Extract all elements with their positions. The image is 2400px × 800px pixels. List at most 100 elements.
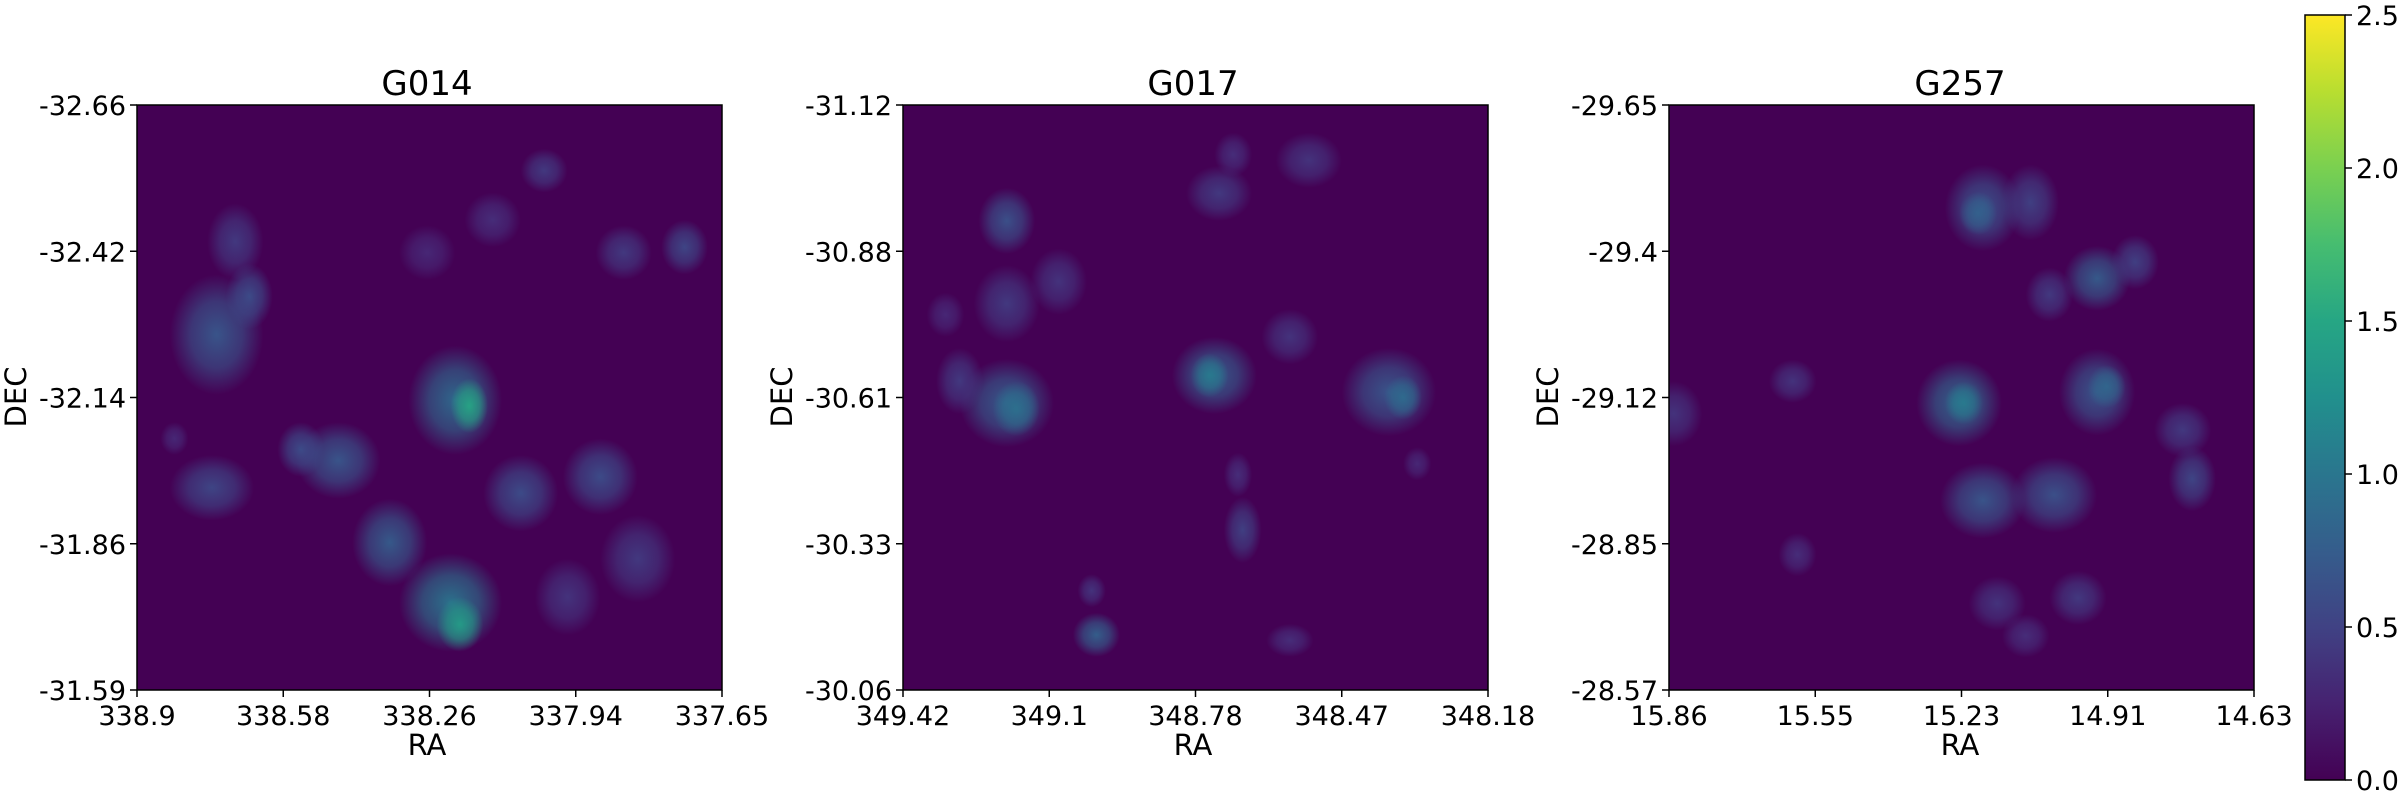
colorbar-tick-label: 0.0 xyxy=(2356,766,2399,797)
density-cluster xyxy=(1403,447,1432,481)
y-axis-label: DEC xyxy=(1531,367,1565,428)
y-tick-label: -29.4 xyxy=(1588,237,1658,268)
density-cluster xyxy=(520,148,568,193)
x-tick-label: 15.23 xyxy=(1923,701,2000,732)
x-tick-label: 338.58 xyxy=(236,701,330,732)
density-cluster xyxy=(2168,446,2216,512)
density-cluster xyxy=(661,219,708,275)
density-cluster xyxy=(464,192,521,248)
panel-title: G017 xyxy=(1147,64,1238,104)
x-tick-label: 349.42 xyxy=(856,701,950,732)
x-tick-label: 348.18 xyxy=(1441,701,1535,732)
density-cluster xyxy=(1275,132,1342,188)
y-tick-label: -30.88 xyxy=(805,237,892,268)
x-tick-label: 338.26 xyxy=(382,701,476,732)
colorbar-tick-label: 2.0 xyxy=(2356,154,2399,185)
density-cluster xyxy=(2087,365,2126,409)
heatmap-panel: 15.86 15.55 15.23 14.91 14.63 -29.65 -29.4 -29.… xyxy=(1571,91,2293,732)
density-cluster xyxy=(926,292,965,337)
x-tick-label: 14.91 xyxy=(2069,701,2146,732)
y-tick-label: -30.06 xyxy=(805,676,892,707)
panel-g257: G257 DEC RA xyxy=(1531,64,2006,762)
x-tick-label: 15.86 xyxy=(1630,701,1707,732)
x-axis-label: RA xyxy=(1941,728,1980,762)
density-cluster xyxy=(2154,402,2212,458)
density-cluster xyxy=(160,422,189,455)
density-cluster xyxy=(1944,381,1983,425)
density-cluster xyxy=(1077,574,1106,608)
y-tick-label: -31.59 xyxy=(39,676,126,707)
x-tick-label: 337.65 xyxy=(675,701,769,732)
density-cluster xyxy=(169,454,254,521)
density-cluster xyxy=(2011,457,2098,533)
density-cluster xyxy=(1669,381,1703,447)
y-tick-label: -28.57 xyxy=(1571,676,1658,707)
heatmap-panel: 349.42 349.1 348.78 348.47 348.18 -31.12 -30.8… xyxy=(805,91,1535,732)
density-cluster xyxy=(2049,570,2107,626)
panel-title: G014 xyxy=(381,64,472,104)
density-cluster xyxy=(2001,614,2050,658)
density-cluster xyxy=(1223,452,1253,497)
density-cluster xyxy=(450,378,488,434)
density-cluster xyxy=(1186,165,1253,221)
density-cluster xyxy=(534,558,601,636)
density-cluster xyxy=(973,265,1040,343)
density-cluster xyxy=(595,225,652,280)
colorbar-tick-label: 0.5 xyxy=(2356,613,2399,644)
x-tick-label: 14.63 xyxy=(2215,701,2292,732)
density-cluster xyxy=(225,263,273,330)
x-tick-label: 348.47 xyxy=(1295,701,1389,732)
density-cluster xyxy=(978,187,1036,255)
y-tick-label: -30.33 xyxy=(805,530,892,561)
density-cluster xyxy=(1959,191,1998,235)
density-cluster xyxy=(483,454,559,532)
panel-g017: G017 DEC RA xyxy=(765,64,1239,762)
density-cluster xyxy=(1223,496,1262,564)
density-cluster xyxy=(2001,164,2059,241)
density-cluster xyxy=(2111,235,2159,290)
y-tick-label: -28.85 xyxy=(1571,530,1658,561)
y-tick-label: -29.65 xyxy=(1571,91,1658,122)
x-tick-label: 348.78 xyxy=(1148,701,1242,732)
y-axis-label: DEC xyxy=(765,367,799,428)
density-cluster xyxy=(562,438,638,516)
density-cluster xyxy=(1214,132,1253,177)
density-cluster xyxy=(2025,267,2074,322)
x-tick-label: 337.94 xyxy=(529,701,623,732)
colorbar-tick-label: 1.5 xyxy=(2356,307,2399,338)
y-tick-label: -32.66 xyxy=(39,91,126,122)
heatmap-panel: 338.9 338.58 338.26 337.94 337.65 -32.66 -32.4… xyxy=(39,91,769,732)
y-tick-label: -30.61 xyxy=(805,384,892,415)
panel-g014: G014 DEC RA xyxy=(0,64,473,762)
colorbar-frame xyxy=(2304,14,2346,781)
density-cluster xyxy=(1778,532,1817,577)
density-cluster xyxy=(936,347,984,415)
colorbar-tick-label: 2.5 xyxy=(2356,1,2399,32)
colorbar: 0.0 0.5 1.0 1.5 2.0 2.5 xyxy=(2304,1,2399,797)
x-tick-label: 338.9 xyxy=(98,701,175,732)
density-cluster xyxy=(399,225,456,280)
density-cluster xyxy=(1190,353,1229,398)
density-cluster xyxy=(600,515,676,603)
y-axis-label: DEC xyxy=(0,367,33,428)
density-cluster xyxy=(1072,612,1121,657)
density-cluster xyxy=(1768,359,1817,403)
x-tick-label: 349.1 xyxy=(1011,701,1088,732)
x-tick-label: 15.55 xyxy=(1777,701,1854,732)
y-tick-label: -32.42 xyxy=(39,237,126,268)
density-cluster xyxy=(436,597,484,652)
colorbar-gradient xyxy=(2305,15,2345,780)
x-axis-label: RA xyxy=(1174,728,1213,762)
y-tick-label: -31.12 xyxy=(805,91,892,122)
y-tick-label: -32.14 xyxy=(39,384,126,415)
density-cluster xyxy=(1968,576,2026,631)
y-tick-label: -31.86 xyxy=(39,530,126,561)
density-cluster xyxy=(1384,375,1422,420)
density-cluster xyxy=(1030,248,1087,315)
panel-title: G257 xyxy=(1914,64,2005,104)
density-cluster xyxy=(277,422,325,477)
y-tick-label: -29.12 xyxy=(1571,384,1658,415)
density-cluster xyxy=(1261,309,1319,365)
x-axis-label: RA xyxy=(408,728,447,762)
